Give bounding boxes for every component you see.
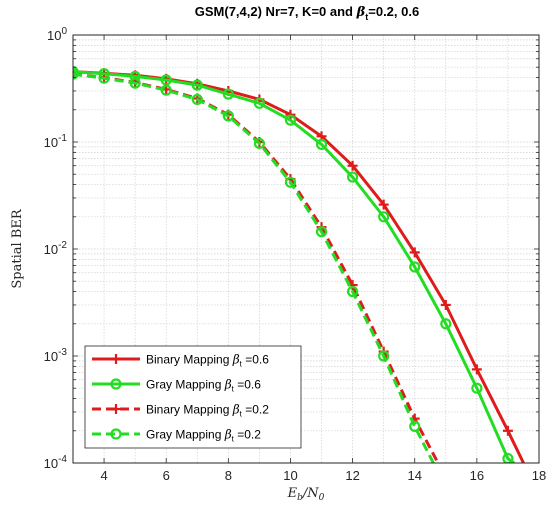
legend-label: Gray Mapping βt =0.2	[146, 428, 261, 444]
data-point	[253, 137, 265, 150]
data-point	[471, 382, 483, 394]
series-4	[73, 68, 435, 463]
data-point	[73, 68, 79, 80]
data-point	[347, 160, 358, 171]
data-point	[284, 176, 297, 188]
data-point	[471, 364, 482, 375]
data-point	[502, 425, 513, 436]
data-point	[378, 350, 390, 362]
legend-label: Binary Mapping βt =0.6	[146, 353, 269, 369]
data-point	[284, 114, 297, 126]
x-tick-label: 6	[163, 468, 170, 483]
data-point	[315, 226, 328, 238]
x-tick-label: 12	[345, 468, 359, 483]
y-tick-label: 10-3	[44, 347, 68, 364]
data-point	[191, 93, 203, 106]
x-axis-label: Eb/N0	[287, 486, 325, 503]
data-point	[378, 199, 389, 210]
legend-marker	[110, 428, 122, 440]
data-point	[347, 171, 359, 183]
legend-marker	[111, 354, 121, 364]
x-tick-label: 14	[407, 468, 421, 483]
y-tick-label: 10-1	[44, 133, 68, 150]
data-point	[409, 261, 421, 273]
series-line	[73, 70, 515, 463]
data-point	[347, 285, 359, 298]
legend: Binary Mapping βt =0.6 Gray Mapping βt =0…	[84, 345, 302, 449]
data-point	[129, 77, 141, 89]
x-tick-label: 10	[283, 468, 297, 483]
x-tick-label: 16	[470, 468, 484, 483]
y-tick-label: 100	[47, 26, 67, 43]
data-point	[409, 420, 421, 432]
legend-marker	[110, 378, 122, 390]
data-point	[409, 247, 420, 258]
axis-ticks: 4 6 8 10 12 14 16 18 100 10-1 10-2 10-3 10-4	[44, 26, 547, 483]
data-point	[440, 299, 451, 310]
legend-entry-3: Binary Mapping βt =0.2	[92, 403, 269, 419]
legend-marker	[111, 404, 121, 414]
y-tick-label: 10-2	[44, 240, 68, 257]
data-point	[378, 211, 390, 223]
data-point	[98, 72, 110, 84]
data-point	[160, 84, 172, 96]
series-line	[73, 72, 435, 463]
data-point	[222, 110, 234, 122]
data-point	[253, 97, 265, 109]
legend-label: Gray Mapping βt =0.6	[146, 378, 261, 394]
data-point	[222, 88, 234, 100]
legend-label: Binary Mapping βt =0.2	[146, 403, 269, 419]
legend-entry-2: Gray Mapping βt =0.6	[92, 378, 261, 394]
data-point	[502, 452, 514, 463]
data-point	[440, 318, 452, 330]
y-tick-label: 10-4	[44, 454, 68, 471]
series-layer	[73, 65, 525, 463]
legend-entry-1: Binary Mapping βt =0.6	[92, 353, 269, 369]
legend-entry-4: Gray Mapping βt =0.2	[92, 428, 261, 444]
chart-title: GSM(7,4,2) Nr=7, K=0 and βt=0.2, 0.6	[195, 4, 419, 22]
data-point	[191, 79, 203, 91]
x-tick-label: 8	[225, 468, 232, 483]
y-axis-label: Spatial BER	[10, 208, 25, 288]
x-tick-label: 4	[100, 468, 107, 483]
legend-box	[84, 345, 302, 449]
data-point	[315, 138, 328, 150]
x-tick-label: 18	[532, 468, 546, 483]
